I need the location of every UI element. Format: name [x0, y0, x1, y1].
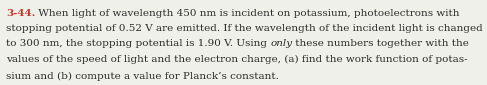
Text: 3-44.: 3-44.: [6, 8, 35, 18]
Text: values of the speed of light and the electron charge, (a) find the work function: values of the speed of light and the ele…: [6, 54, 468, 63]
Text: When light of wavelength 450 nm is incident on potassium, photoelectrons with: When light of wavelength 450 nm is incid…: [35, 8, 460, 18]
Text: sium and (b) compute a value for Planck’s constant.: sium and (b) compute a value for Planck’…: [6, 71, 279, 80]
Text: to 300 nm, the stopping potential is 1.90 V. Using: to 300 nm, the stopping potential is 1.9…: [6, 39, 270, 48]
Text: only: only: [270, 39, 292, 48]
Text: stopping potential of 0.52 V are emitted. If the wavelength of the incident ligh: stopping potential of 0.52 V are emitted…: [6, 24, 483, 33]
Text: these numbers together with the: these numbers together with the: [292, 39, 469, 48]
